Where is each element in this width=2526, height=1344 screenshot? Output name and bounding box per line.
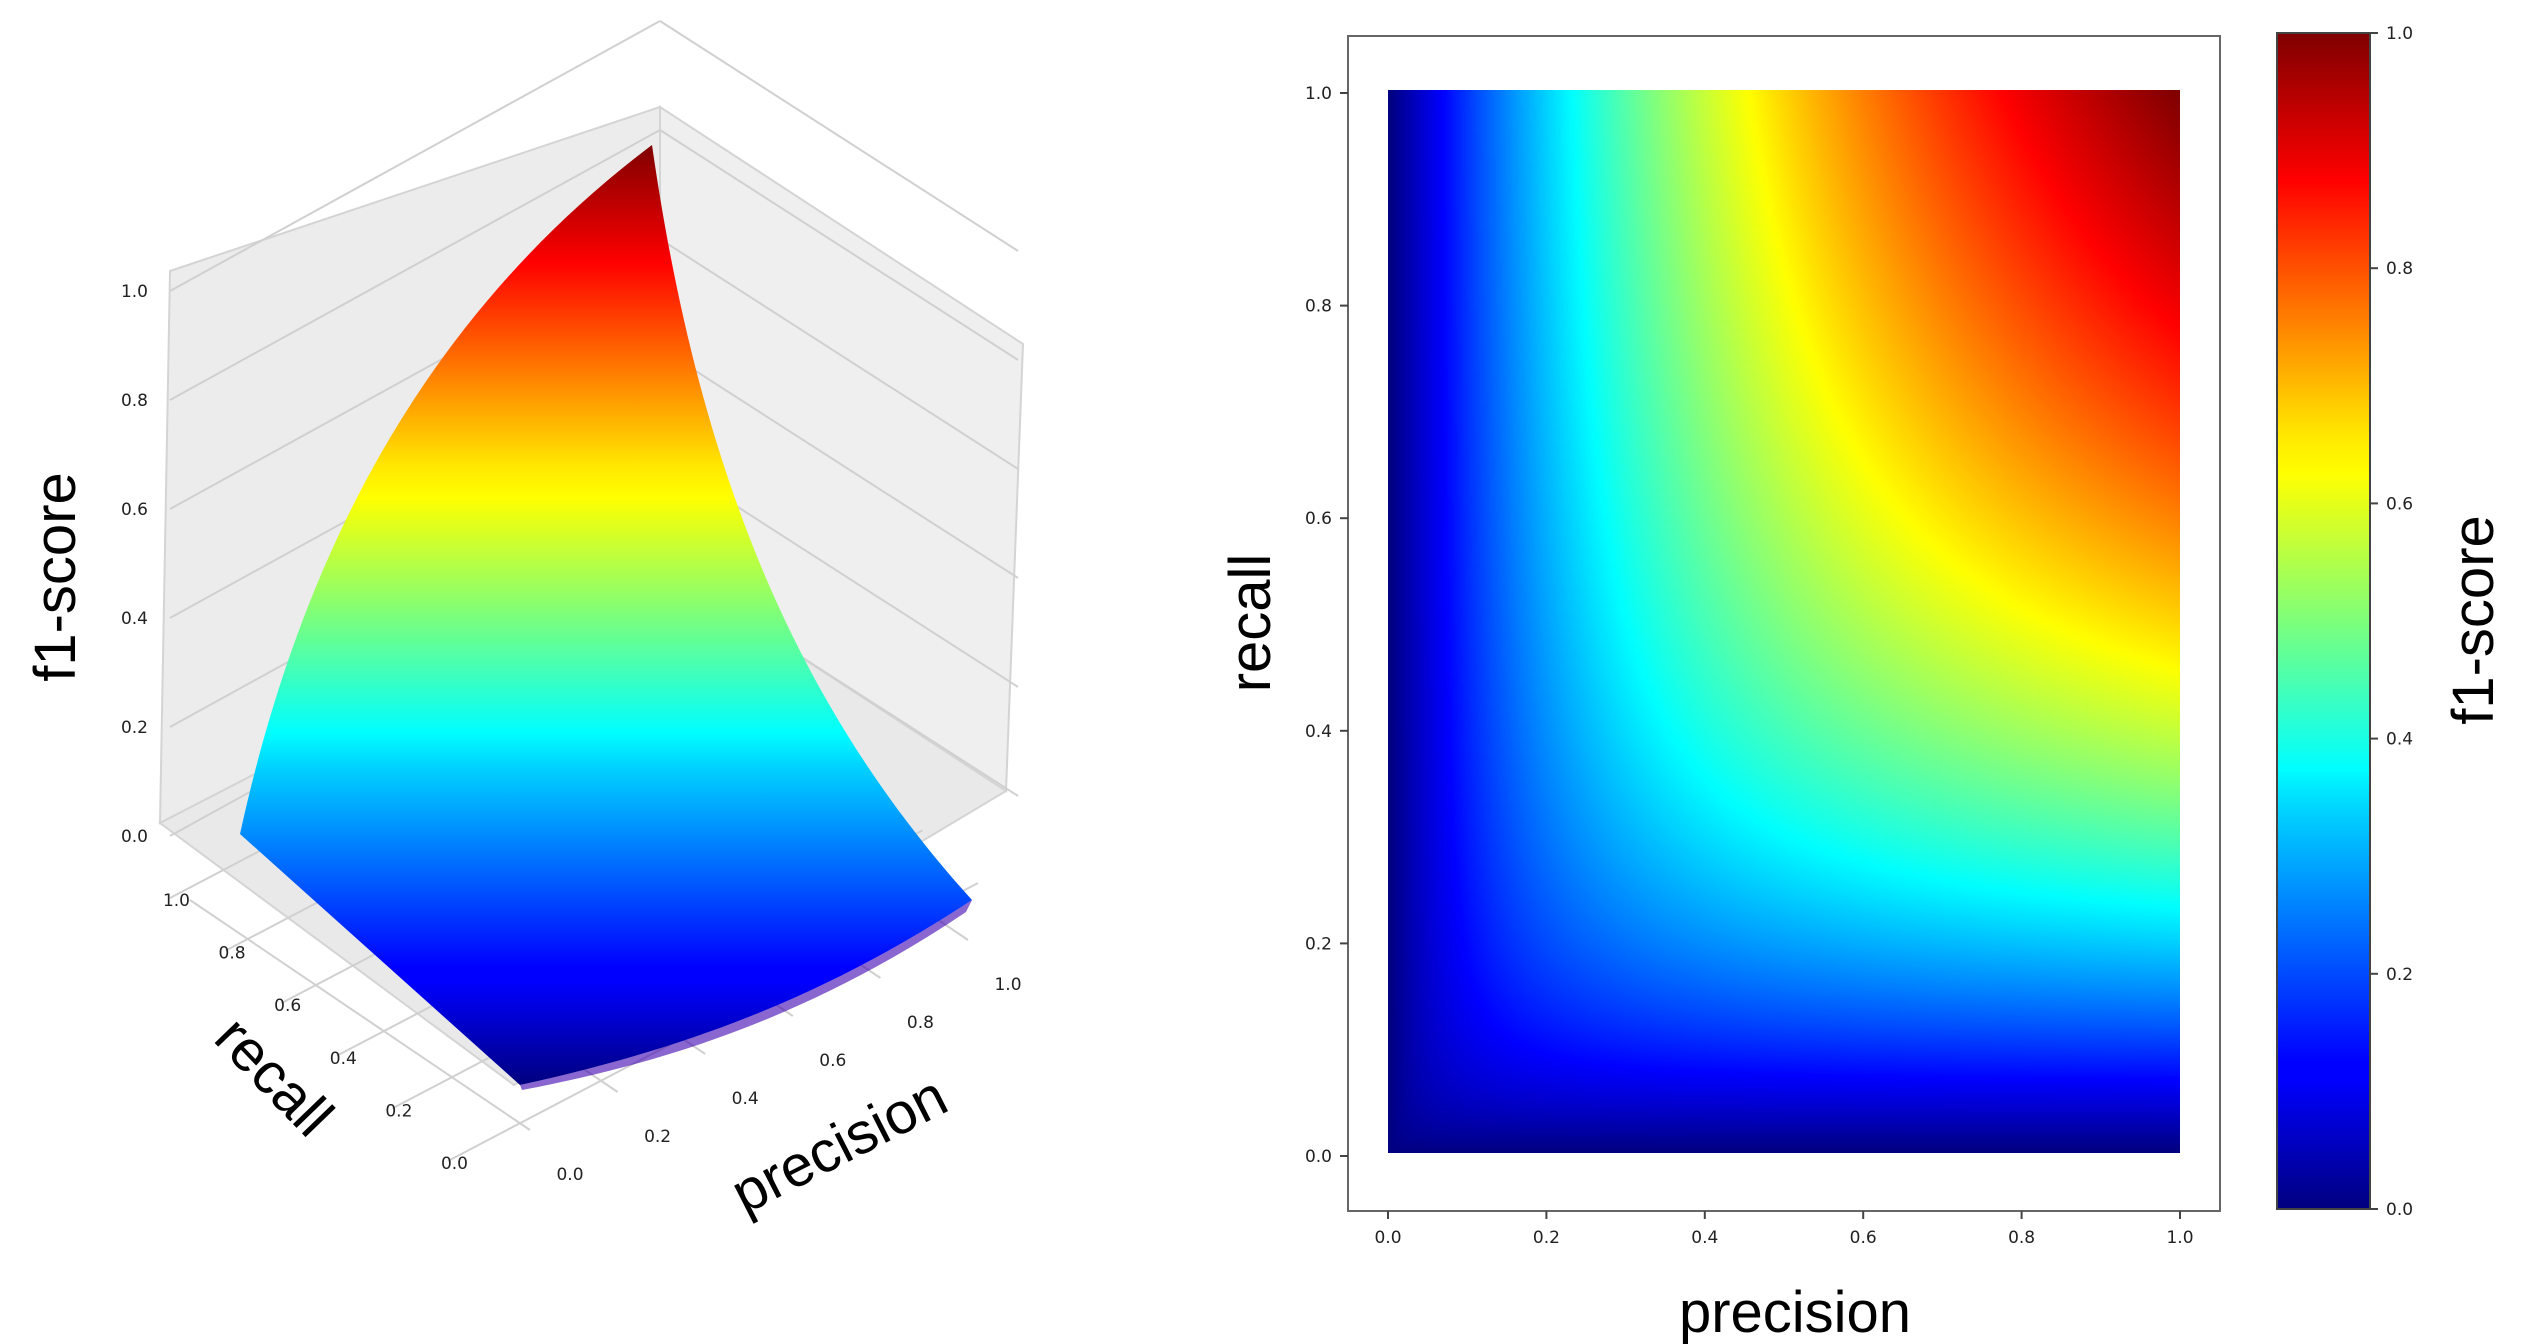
- x-tick-label: 0.8: [907, 1013, 934, 1033]
- y-tick-label: 0.6: [274, 996, 301, 1016]
- colorbar-tick-label: 0.4: [2386, 730, 2413, 750]
- heatmap-y-tick-label: 0.0: [1305, 1147, 1332, 1167]
- colorbar-tick-label: 0.2: [2386, 965, 2413, 985]
- z-tick-label: 1.0: [121, 282, 148, 302]
- y-axis-label: recall: [203, 1004, 346, 1149]
- x-tick-label: 1.0: [994, 975, 1021, 995]
- heatmap-x-tick-label: 0.0: [1374, 1228, 1401, 1248]
- colorbar-tick-label: 0.6: [2386, 494, 2413, 514]
- z-tick-label: 0.8: [121, 391, 148, 411]
- x-tick-label: 0.6: [819, 1051, 846, 1071]
- z-tick-label: 0.4: [121, 609, 148, 629]
- y-tick-label: 1.0: [163, 891, 190, 911]
- heatmap-y-tick-label: 0.6: [1305, 509, 1332, 529]
- colorbar-tick-label: 1.0: [2386, 24, 2413, 44]
- heatmap-y-tick-label: 0.8: [1305, 297, 1332, 317]
- z-tick-label: 0.6: [121, 500, 148, 520]
- heatmap-y-tick-label: 0.4: [1305, 722, 1332, 742]
- z-tick-label: 0.2: [121, 718, 148, 738]
- x-tick-label: 0.2: [644, 1127, 671, 1147]
- y-tick-label: 0.8: [219, 944, 246, 964]
- heatmap-image: [1388, 90, 2180, 1153]
- heatmap-x-tick-label: 0.2: [1533, 1228, 1560, 1248]
- z-axis-label: f1-score: [23, 472, 88, 682]
- colorbar: [2277, 33, 2370, 1209]
- colorbar-tick-label: 0.0: [2386, 1200, 2413, 1220]
- heatmap-x-tick-label: 1.0: [2166, 1228, 2193, 1248]
- colorbar-tick-label: 0.8: [2386, 259, 2413, 279]
- x-tick-label: 0.0: [556, 1165, 583, 1185]
- x-axis-label: precision: [721, 1063, 957, 1226]
- y-tick-label: 0.2: [385, 1101, 412, 1121]
- heatmap-y-tick-label: 1.0: [1305, 84, 1332, 104]
- heatmap-y-tick-label: 0.2: [1305, 934, 1332, 954]
- y-tick-label: 0.0: [441, 1154, 468, 1174]
- colorbar-label: f1-score: [2441, 515, 2506, 725]
- heatmap-x-tick-label: 0.4: [1691, 1228, 1718, 1248]
- heatmap-plot: 0.0 0.2 0.4 0.6 0.8 1.0 0.0 0.2 0.4 0.6 0.8 1.0 rec…: [1218, 24, 2506, 1344]
- heatmap-x-tick-label: 0.8: [2008, 1228, 2035, 1248]
- y-tick-label: 0.4: [330, 1049, 357, 1069]
- heatmap-y-axis-label: recall: [1218, 554, 1283, 693]
- heatmap-x-tick-label: 0.6: [1850, 1228, 1877, 1248]
- surface-plot-3d: 0.0 0.2 0.4 0.6 0.8 1.0 0.0 0.2 0.4 0.6 0.8 1.0 0.0 0…: [23, 21, 1023, 1226]
- x-tick-label: 0.4: [732, 1089, 759, 1109]
- heatmap-x-axis-label: precision: [1679, 1280, 1911, 1344]
- z-tick-label: 0.0: [121, 827, 148, 847]
